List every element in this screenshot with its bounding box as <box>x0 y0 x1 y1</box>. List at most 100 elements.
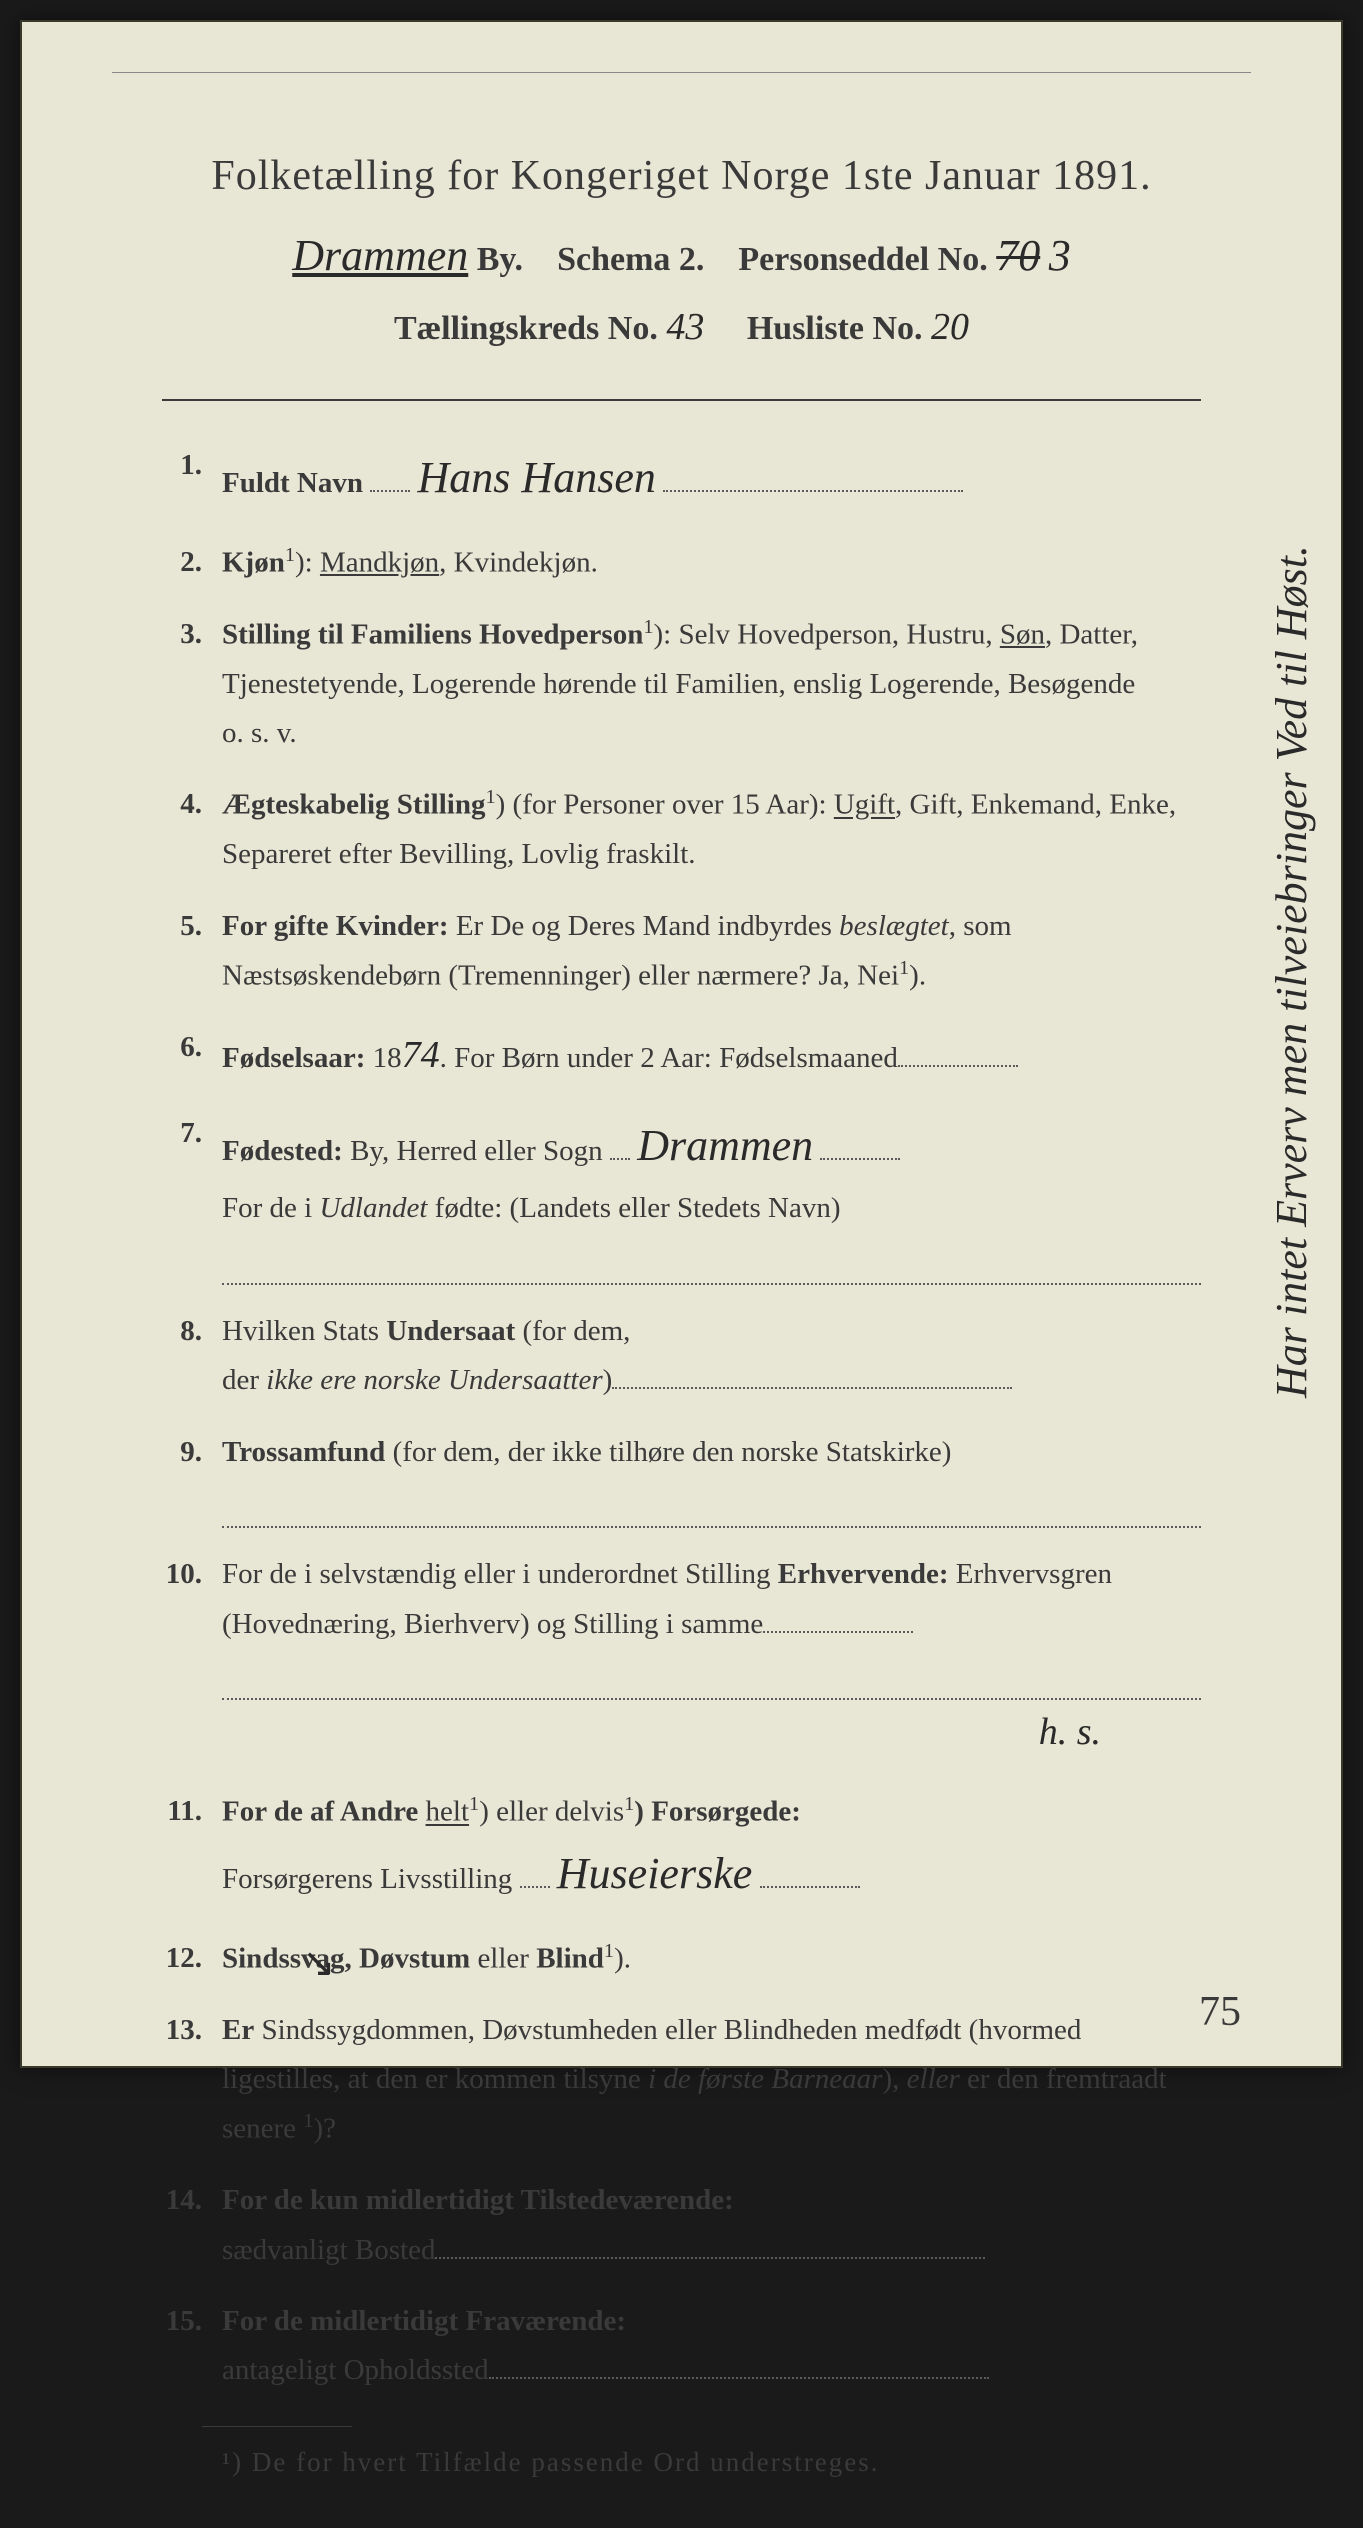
item-body: For gifte Kvinder: Er De og Deres Mand i… <box>222 902 1201 1001</box>
item-num: 15. <box>162 2297 222 2396</box>
item-body: For de midlertidigt Fraværende: antageli… <box>222 2297 1201 2396</box>
item-num: 6. <box>162 1023 222 1088</box>
item-body: For de af Andre helt1) eller delvis1) Fo… <box>222 1787 1201 1912</box>
item-num: 10. <box>162 1550 222 1765</box>
tail: ). <box>614 1942 631 1974</box>
dotted <box>820 1158 900 1160</box>
hand-below: h. s. <box>222 1700 1201 1765</box>
person-label: Personseddel No. <box>738 241 987 278</box>
label: Fuldt Navn <box>222 467 363 499</box>
end: )? <box>313 2113 336 2145</box>
items-list: 1. Fuldt Navn Hans Hansen 2. Kjøn1): Man… <box>162 441 1201 2396</box>
footnote-text: De for hvert Tilfælde passende Ord under… <box>252 2447 880 2477</box>
l2post: ) <box>603 1364 613 1396</box>
text: ) (for Personer over 15 Aar): <box>496 789 834 821</box>
year-value: 74 <box>402 1023 440 1088</box>
item-body: Kjøn1): Mandkjøn, Kvindekjøn. <box>222 538 1201 588</box>
item-num: 11. <box>162 1787 222 1912</box>
provider-value: Huseierske <box>557 1837 753 1912</box>
census-page: Folketælling for Kongeriget Norge 1ste J… <box>20 20 1343 2068</box>
line2: For de i Udlandet fødte: (Landets eller … <box>222 1184 1201 1233</box>
item-2: 2. Kjøn1): Mandkjøn, Kvindekjøn. <box>162 538 1201 588</box>
item-body: Sindssvag, Døvstum eller Blind1). <box>222 1934 1201 1984</box>
pre: For de <box>222 2305 310 2337</box>
item-5: 5. For gifte Kvinder: Er De og Deres Man… <box>162 902 1201 1001</box>
l2: Forsørgerens Livsstilling <box>222 1863 512 1895</box>
item-15: 15. For de midlertidigt Fraværende: anta… <box>162 2297 1201 2396</box>
sup: 1 <box>643 616 653 638</box>
text: eller <box>470 1942 536 1974</box>
item-body: For de kun midlertidigt Tilstedeværende:… <box>222 2176 1201 2275</box>
item-7: 7. Fødested: By, Herred eller Sogn Dramm… <box>162 1109 1201 1285</box>
dotted <box>610 1158 630 1160</box>
name-value: Hans Hansen <box>418 441 656 516</box>
item-4: 4. Ægteskabelig Stilling1) (for Personer… <box>162 780 1201 879</box>
text: (for dem, <box>515 1315 630 1347</box>
dotted-full <box>222 1657 1201 1701</box>
content-area: Folketælling for Kongeriget Norge 1ste J… <box>62 82 1301 2528</box>
tail: ). <box>909 960 926 992</box>
by-label: By. <box>477 241 523 278</box>
dotted <box>763 1631 913 1633</box>
mid: ), <box>882 2063 906 2095</box>
sup2: 1 <box>624 1793 634 1815</box>
line3: o. s. v. <box>222 709 1201 758</box>
dotted <box>612 1387 1012 1389</box>
divider <box>162 399 1201 401</box>
label: Fødested: <box>222 1135 343 1167</box>
label2: Blind <box>536 1942 604 1974</box>
item-body: Er Sindssygdommen, Døvstumheden eller Bl… <box>222 2006 1201 2155</box>
pre: For de kun <box>222 2184 366 2216</box>
line2: Forsørgerens Livsstilling Huseierske <box>222 1837 1201 1912</box>
l2b: fødte: (Landets eller Stedets Navn) <box>427 1192 840 1224</box>
pre: For de af Andre <box>222 1796 426 1828</box>
item-num: 13. <box>162 2006 222 2155</box>
line2: antageligt Opholdssted <box>222 2346 1201 2395</box>
kreds-label: Tællingskreds No. <box>394 310 658 347</box>
item-num: 7. <box>162 1109 222 1285</box>
item-num: 4. <box>162 780 222 879</box>
text: (for dem, der ikke tilhøre den norske St… <box>385 1436 951 1468</box>
label: midlertidigt Fraværende: <box>310 2305 626 2337</box>
item-body: Fuldt Navn Hans Hansen <box>222 441 1201 516</box>
item-num: 14. <box>162 2176 222 2275</box>
item-9: 9. Trossamfund (for dem, der ikke tilhør… <box>162 1428 1201 1529</box>
label: Sindssvag, Døvstum <box>222 1942 470 1974</box>
l2pre: der <box>222 1364 266 1396</box>
italic2: eller <box>907 2063 960 2095</box>
label: midlertidigt Tilstedeværende: <box>366 2184 734 2216</box>
underlined: Mandkjøn <box>320 546 439 578</box>
label: For gifte Kvinder: <box>222 910 449 942</box>
text: 18 <box>365 1042 401 1074</box>
label: Trossamfund <box>222 1436 385 1468</box>
pre: For de i selvstændig eller i underordnet… <box>222 1558 778 1590</box>
mid: . For Børn under 2 Aar: Fødselsmaaned <box>440 1042 898 1074</box>
text: Er De og Deres Mand indbyrdes <box>449 910 840 942</box>
person-no: 3 <box>1049 230 1071 281</box>
l2: antageligt Opholdssted <box>222 2354 489 2386</box>
dotted <box>898 1065 1018 1067</box>
italic: ikke ere norske Undersaatter <box>266 1364 602 1396</box>
sup: 1 <box>285 544 295 566</box>
city-handwritten: Drammen <box>292 230 468 281</box>
dotted <box>663 490 963 492</box>
italic1: i de første Barneaar <box>648 2063 882 2095</box>
label: Ægteskabelig Stilling <box>222 789 485 821</box>
footnote-divider <box>202 2426 352 2427</box>
label: Er <box>222 2014 254 2046</box>
sup: 1 <box>899 957 909 979</box>
text: ): <box>295 546 320 578</box>
hs-value: h. s. <box>1039 1700 1101 1765</box>
sup: 1 <box>485 786 495 808</box>
item-14: 14. For de kun midlertidigt Tilstedevære… <box>162 2176 1201 2275</box>
dotted <box>520 1886 550 1888</box>
dotted <box>370 490 410 492</box>
item-num: 2. <box>162 538 222 588</box>
item-body: Trossamfund (for dem, der ikke tilhøre d… <box>222 1428 1201 1529</box>
text: By, Herred eller Sogn <box>343 1135 603 1167</box>
bottom-page-num: 75 <box>1199 1988 1241 2036</box>
item-body: Fødested: By, Herred eller Sogn Drammen … <box>222 1109 1201 1285</box>
label: Kjøn <box>222 546 285 578</box>
dotted <box>760 1886 860 1888</box>
label: Erhvervende: <box>778 1558 949 1590</box>
